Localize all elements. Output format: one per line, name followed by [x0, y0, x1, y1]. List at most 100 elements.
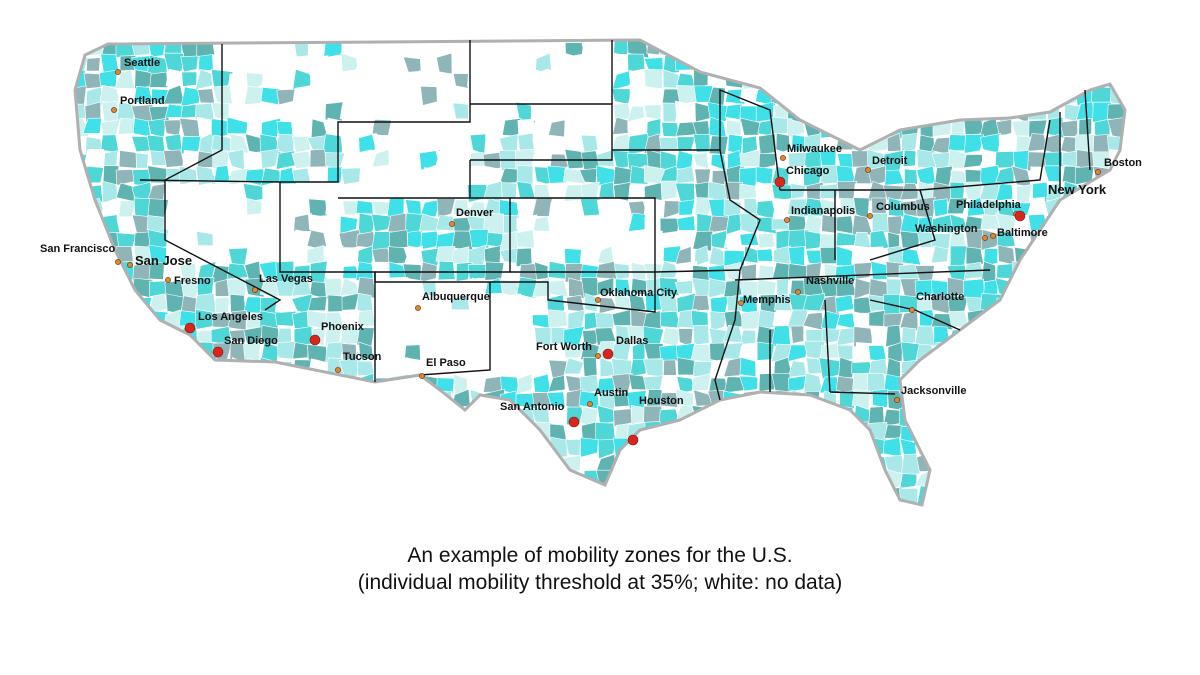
mobility-zone	[548, 261, 568, 280]
city-marker	[627, 434, 639, 446]
mobility-zone	[306, 310, 329, 330]
mobility-zone	[341, 247, 357, 264]
mobility-zone	[739, 232, 760, 246]
mobility-zone	[580, 134, 599, 154]
mobility-zone	[662, 424, 681, 442]
mobility-zone	[354, 393, 376, 411]
mobility-zone	[197, 88, 215, 104]
mobility-zone	[629, 88, 648, 107]
mobility-zone	[133, 375, 153, 393]
mobility-zone	[981, 439, 1000, 459]
mobility-zone	[229, 485, 248, 503]
mobility-zone	[151, 389, 168, 411]
mobility-zone	[821, 422, 840, 441]
mobility-zone	[1061, 389, 1079, 408]
mobility-zone	[898, 100, 918, 123]
mobility-zone	[275, 280, 297, 299]
mobility-zone	[131, 456, 153, 475]
mobility-zone	[180, 486, 199, 505]
mobility-zone	[194, 485, 214, 505]
mobility-zone	[100, 373, 117, 393]
mobility-zone	[677, 357, 696, 376]
mobility-zone	[228, 103, 247, 121]
mobility-zone	[838, 88, 857, 105]
mobility-zone	[119, 292, 135, 316]
city-marker	[335, 367, 341, 373]
mobility-zone	[597, 438, 616, 460]
mobility-zone	[387, 69, 404, 90]
mobility-zone	[788, 263, 808, 280]
mobility-zone	[644, 230, 663, 249]
mobility-zone	[85, 390, 103, 409]
mobility-zone	[930, 504, 951, 505]
city-label: Nashville	[806, 275, 854, 287]
mobility-zone	[901, 327, 917, 345]
mobility-zone	[662, 484, 681, 505]
mobility-zone	[1126, 437, 1142, 458]
mobility-zone	[1027, 297, 1044, 312]
mobility-zone	[435, 408, 458, 427]
mobility-zone	[726, 469, 745, 492]
mobility-zone	[114, 324, 133, 345]
mobility-zone	[452, 165, 471, 186]
mobility-zone	[834, 40, 854, 60]
mobility-zone	[756, 278, 777, 296]
mobility-zone	[643, 473, 665, 491]
mobility-zone	[483, 55, 505, 75]
mobility-zone	[1060, 281, 1082, 297]
mobility-zone	[1107, 198, 1125, 219]
state-border	[469, 160, 656, 273]
mobility-zone	[1013, 277, 1034, 299]
mobility-zone	[647, 247, 662, 263]
mobility-zone	[563, 357, 584, 375]
mobility-zone	[775, 132, 791, 156]
mobility-zone	[692, 324, 710, 346]
mobility-zone	[1030, 166, 1048, 186]
mobility-zone	[358, 341, 374, 361]
mobility-zone	[1062, 455, 1082, 472]
mobility-zone	[117, 342, 137, 363]
mobility-zone	[211, 485, 233, 504]
mobility-zone	[662, 102, 680, 123]
mobility-zone	[75, 309, 88, 331]
mobility-zone	[740, 263, 757, 282]
mobility-zone	[819, 101, 842, 122]
mobility-zone	[419, 425, 440, 439]
mobility-zone	[962, 438, 985, 460]
mobility-zone	[866, 470, 886, 490]
mobility-zone	[1012, 374, 1029, 391]
mobility-zone	[357, 455, 375, 476]
mobility-zone	[835, 232, 857, 247]
mobility-zone	[901, 86, 921, 107]
mobility-zone	[277, 485, 296, 503]
mobility-zone	[360, 165, 376, 183]
mobility-zone	[932, 198, 949, 217]
mobility-zone	[915, 422, 934, 443]
mobility-zone	[339, 118, 358, 135]
mobility-zone	[1077, 407, 1098, 426]
mobility-zone	[1077, 393, 1098, 406]
mobility-zone	[419, 213, 441, 232]
mobility-zone	[258, 471, 281, 488]
mobility-zone	[324, 54, 343, 73]
mobility-zone	[276, 469, 294, 491]
mobility-zone	[196, 150, 216, 169]
mobility-zone	[802, 293, 826, 312]
mobility-zone	[388, 437, 407, 459]
mobility-zone	[693, 503, 712, 505]
mobility-zone	[1060, 308, 1081, 331]
mobility-zone	[243, 424, 261, 443]
mobility-zone	[84, 453, 105, 474]
state-border	[829, 299, 961, 395]
mobility-zone	[231, 213, 249, 232]
mobility-zone	[566, 102, 585, 123]
mobility-zone	[422, 294, 440, 312]
mobility-zone	[487, 501, 502, 505]
mobility-zone	[374, 405, 392, 426]
mobility-zone	[935, 40, 952, 59]
mobility-zone	[325, 85, 346, 105]
mobility-zone	[754, 40, 775, 59]
mobility-zone	[1126, 408, 1143, 426]
mobility-zone	[291, 135, 311, 153]
mobility-zone	[1126, 57, 1142, 73]
